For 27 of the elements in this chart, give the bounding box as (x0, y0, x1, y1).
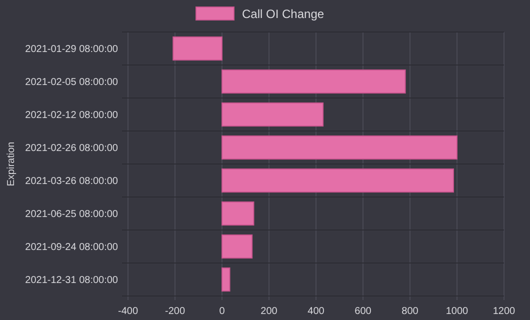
bar (222, 69, 406, 94)
bar (222, 102, 324, 127)
x-tick-label: -400 (118, 306, 138, 317)
x-tick-label: 0 (219, 306, 226, 317)
bar (222, 234, 253, 259)
y-tick-label: 2021-09-24 08:00:00 (25, 242, 118, 253)
y-tick-label: 2021-02-26 08:00:00 (25, 143, 118, 154)
x-tick-label: 200 (260, 306, 278, 317)
x-tick-label: 1000 (446, 306, 469, 317)
y-axis-title: Expiration (6, 142, 17, 186)
y-tick-label: 2021-02-12 08:00:00 (25, 110, 118, 121)
bar (172, 36, 222, 61)
bar (222, 201, 254, 226)
y-tick-label: 2021-03-26 08:00:00 (25, 176, 118, 187)
y-tick-label: 2021-12-31 08:00:00 (25, 275, 118, 286)
y-tick-label: 2021-02-05 08:00:00 (25, 77, 118, 88)
x-tick-label: 400 (308, 306, 325, 317)
y-tick-label: 2021-06-25 08:00:00 (25, 209, 118, 220)
bar (222, 168, 454, 193)
bar (222, 267, 230, 292)
y-tick-label: 2021-01-29 08:00:00 (25, 44, 118, 55)
bar (222, 135, 458, 160)
x-tick-label: 800 (402, 306, 419, 317)
legend-label: Call OI Change (242, 7, 324, 21)
x-tick-label: 1200 (492, 306, 516, 317)
x-tick-label: 600 (354, 306, 372, 317)
x-tick-label: -200 (164, 306, 186, 317)
